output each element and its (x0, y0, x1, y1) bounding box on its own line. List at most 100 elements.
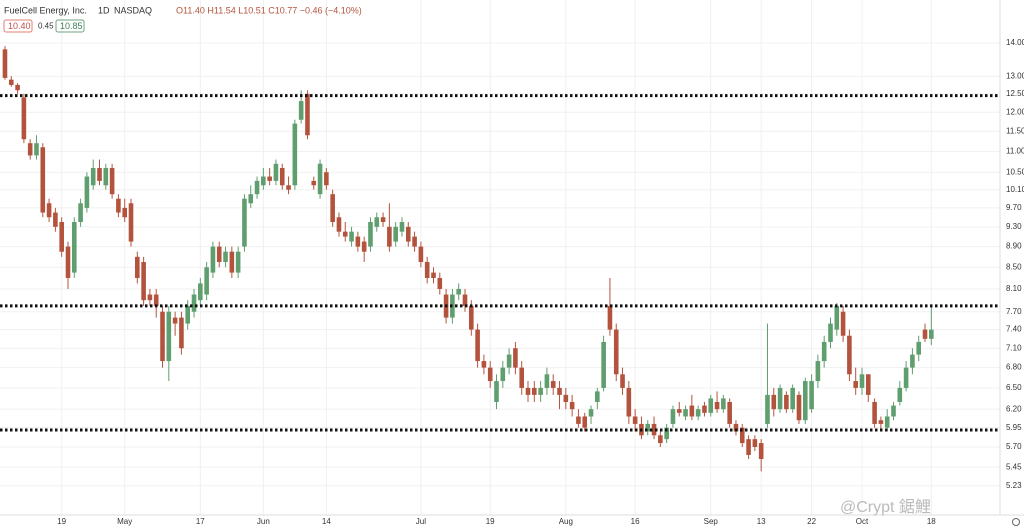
candle-body (897, 387, 903, 402)
y-tick-label: 8.50 (1006, 262, 1022, 271)
bid-box[interactable] (3, 19, 33, 33)
candle-body (739, 427, 745, 444)
candle-body (487, 367, 493, 382)
candle-body (922, 329, 928, 339)
x-tick-label: 22 (807, 517, 816, 526)
candle-body (292, 123, 298, 186)
y-tick-label: 7.70 (1006, 307, 1022, 316)
candle-body (790, 387, 795, 410)
candle-body (393, 226, 398, 242)
candle-body (235, 251, 241, 273)
y-tick-label: 6.20 (1006, 404, 1022, 413)
candle-body (689, 405, 695, 417)
candle-body (122, 207, 128, 218)
candle-body (242, 198, 247, 247)
candle-body (746, 439, 751, 455)
candle-body (771, 394, 777, 410)
bid[interactable]: 10.40 (8, 21, 31, 31)
candle-body (153, 294, 159, 306)
candle-body (128, 203, 134, 242)
candle-body (676, 409, 682, 413)
candle-body (468, 305, 474, 330)
y-tick-label: 8.10 (1006, 284, 1022, 293)
candle-body (405, 226, 411, 242)
y-tick-label: 7.40 (1006, 325, 1022, 334)
candle-body (500, 367, 506, 382)
candle-body (147, 294, 153, 301)
candle-body (708, 398, 714, 413)
candle-body (103, 167, 109, 186)
candle-body (651, 423, 657, 436)
candle-body (437, 277, 443, 289)
x-tick-label: 14 (322, 517, 331, 526)
candle-body (59, 222, 64, 252)
y-tick-label: 13.00 (1006, 71, 1024, 80)
candle-body (569, 401, 575, 410)
candle-body (109, 167, 115, 195)
candle-body (204, 267, 209, 295)
settings-icon[interactable] (1012, 518, 1020, 526)
candle-body (34, 143, 39, 156)
candle-body (658, 435, 663, 444)
candle-body (15, 84, 20, 91)
candle-body (97, 167, 102, 181)
candle-body (475, 329, 480, 362)
x-tick-label: 19 (486, 517, 495, 526)
candle-body (834, 305, 840, 330)
candle-body (758, 443, 764, 459)
candle-body (21, 97, 27, 140)
y-tick-label: 5.45 (1006, 462, 1022, 471)
candle-body (198, 283, 203, 301)
candle-body (544, 374, 550, 388)
candle-body (645, 423, 651, 432)
candle-body (588, 409, 594, 417)
candle-body (872, 401, 877, 424)
candle-body (563, 394, 569, 402)
candle-body (462, 294, 468, 306)
candle-body (670, 409, 676, 424)
candle-body (595, 391, 600, 402)
candle-body (330, 194, 335, 223)
ask[interactable]: 10.85 (60, 21, 83, 31)
ask-box[interactable] (55, 19, 85, 33)
candle-body (695, 409, 701, 417)
candle-body (891, 405, 896, 417)
candle-body (305, 93, 310, 136)
x-tick-label: 17 (196, 517, 205, 526)
candle-body (185, 305, 191, 324)
candle-body (90, 167, 96, 186)
candle-body (916, 341, 922, 355)
interval: 1D (98, 5, 110, 15)
candle-body (777, 387, 783, 410)
x-tick-label: 19 (57, 517, 66, 526)
candle-body (374, 217, 380, 227)
candle-body (929, 329, 934, 339)
candle-body (513, 348, 518, 368)
y-tick-label: 9.70 (1006, 203, 1022, 212)
candle-body (613, 329, 619, 375)
candle-body (601, 341, 606, 388)
x-tick-label: Aug (559, 517, 573, 526)
spread: 0.45 (38, 22, 54, 31)
candle-body (784, 394, 789, 410)
candle-body (355, 236, 361, 247)
candle-body (78, 203, 83, 223)
candle-body (721, 398, 726, 410)
candle-body (65, 246, 71, 278)
candle-body (884, 416, 890, 428)
y-tick-label: 10.50 (1006, 167, 1024, 176)
candle-body (179, 317, 184, 349)
symbol-title: FuelCell Energy, Inc. (4, 5, 87, 15)
candle-body (796, 394, 802, 421)
x-tick-label: 18 (927, 517, 936, 526)
y-tick-label: 12.50 (1006, 89, 1024, 98)
candle-body (2, 49, 8, 78)
candle-body (525, 387, 531, 395)
candle-body (632, 416, 638, 424)
candle-body (828, 323, 833, 342)
candle-body (368, 222, 373, 247)
candle-body (298, 101, 304, 120)
y-tick-label: 12.00 (1006, 107, 1024, 116)
